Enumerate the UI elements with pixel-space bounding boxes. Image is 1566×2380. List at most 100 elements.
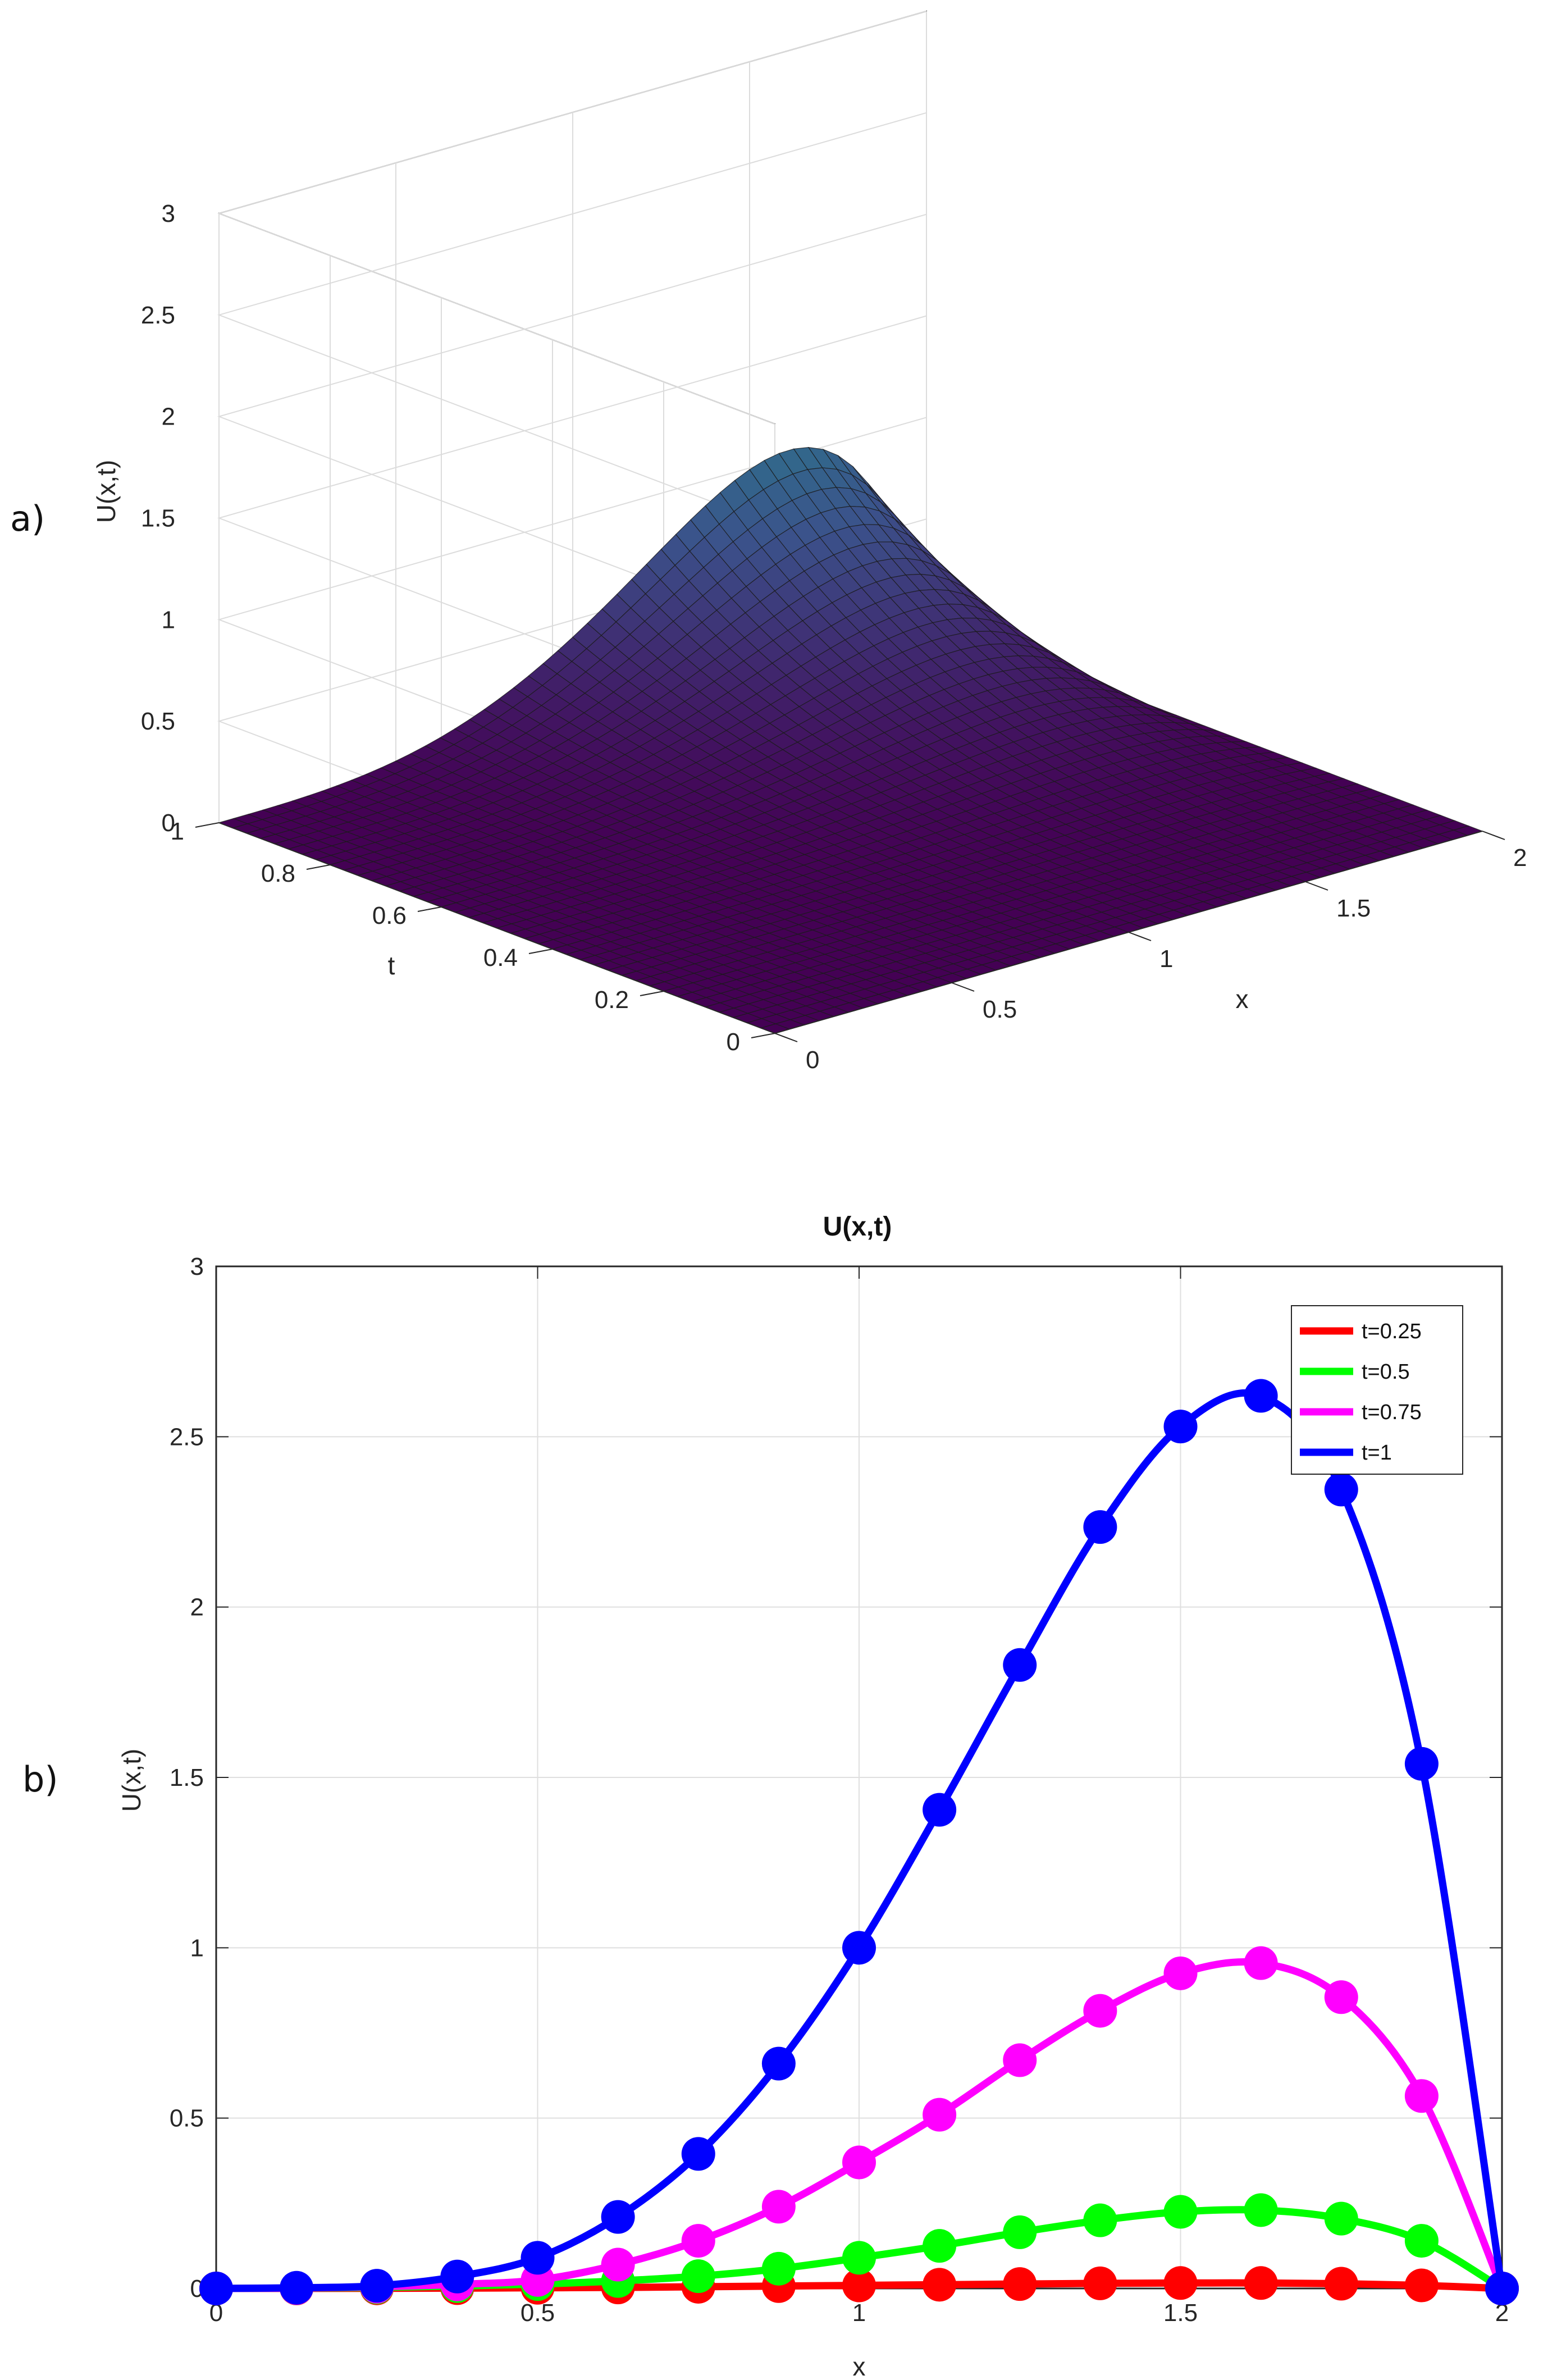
y-tick-label: 1.5 <box>170 1764 204 1791</box>
line-plot-series <box>199 1379 1519 2305</box>
surface-z-tick-label: 0.5 <box>141 708 175 735</box>
data-point <box>601 2247 635 2282</box>
legend-entry: t=1 <box>1300 1441 1392 1465</box>
data-point <box>1163 2195 1198 2229</box>
y-tick-label: 1 <box>190 1934 204 1962</box>
line-plot: U(x,t) 0 0.5 1 1.5 200.511.522.53 t=0.25t=0.… <box>117 1212 1519 2380</box>
surface-x-tick-label: 0.5 <box>983 996 1017 1023</box>
surface-z-tick-label: 1.5 <box>141 505 175 532</box>
legend-entries: t=0.25 t=0.5 t=0.75 t=1 <box>1300 1320 1422 1465</box>
data-point <box>601 2200 635 2234</box>
surface-t-tick <box>528 949 553 954</box>
data-point <box>1003 1648 1037 1682</box>
surface-x-tick-label: 2 <box>1513 844 1527 872</box>
surface-x-tick <box>1482 831 1505 840</box>
panel-label-a: a) <box>10 498 45 539</box>
data-point <box>1244 1946 1278 1980</box>
data-point <box>1324 1472 1358 1507</box>
surface-x-tick-label: 1 <box>1159 945 1173 973</box>
surface-z-tick-label: 2.5 <box>141 302 175 329</box>
y-tick-label: 2.5 <box>170 1423 204 1451</box>
data-point <box>1324 2201 1358 2236</box>
data-point <box>1244 1379 1278 1413</box>
data-point <box>761 2046 796 2081</box>
surface-t-tick-label: 0 <box>727 1028 740 1056</box>
data-point <box>199 2272 233 2305</box>
x-tick-label: 1.5 <box>1163 2299 1198 2327</box>
legend: t=0.25 t=0.5 t=0.75 t=1 <box>1291 1305 1463 1475</box>
data-point <box>681 2259 715 2294</box>
data-point <box>1003 2043 1037 2077</box>
surface-z-axis-label: U(x,t) <box>92 460 121 523</box>
data-point <box>842 1931 876 1965</box>
legend-entry: t=0.5 <box>1300 1360 1410 1384</box>
surface-z-tick-label: 1 <box>162 606 175 633</box>
data-point <box>923 2268 957 2302</box>
data-point <box>1244 2266 1278 2300</box>
surface-z-tick-label: 3 <box>162 200 175 227</box>
data-point <box>1083 2266 1117 2300</box>
data-point <box>1163 1410 1198 1444</box>
data-point <box>1083 2203 1117 2237</box>
line-plot-x-axis-label: x <box>853 2352 866 2380</box>
surface-t-tick-label: 0.6 <box>372 902 407 929</box>
surface-x-tick <box>774 1033 798 1042</box>
data-point <box>1404 1747 1439 1781</box>
surface-z-tick-label: 0 <box>162 809 175 837</box>
surface-t-tick <box>751 1033 775 1038</box>
data-point <box>681 2137 715 2171</box>
data-point <box>1003 2267 1037 2301</box>
series-line <box>216 1389 1506 2292</box>
data-point <box>842 2268 876 2303</box>
legend-entry: t=0.25 <box>1300 1320 1422 1343</box>
data-point <box>1404 2268 1439 2303</box>
surface-t-tick <box>417 906 442 912</box>
legend-label: t=0.5 <box>1362 1360 1410 1384</box>
data-point <box>1324 2267 1358 2301</box>
surface-ticks: 0 0.5 1 1.5 2 2.5 3 0 0.5 1 1.5 2 0 0.2 0.4 0.6 0.8 1 <box>141 200 1527 1074</box>
legend-label: t=1 <box>1362 1441 1392 1465</box>
surface-t-axis-label: t <box>388 951 395 980</box>
data-point <box>923 1793 957 1827</box>
line-plot-y-axis-label: U(x,t) <box>117 1749 146 1812</box>
y-tick-label: 2 <box>190 1594 204 1621</box>
legend-label: t=0.25 <box>1362 1320 1422 1343</box>
y-tick-label: 0.5 <box>170 2105 204 2132</box>
data-point <box>1163 2266 1198 2300</box>
surface-x-tick <box>951 982 975 992</box>
series-t=1 <box>199 1379 1519 2305</box>
data-point <box>1404 2079 1439 2113</box>
data-point <box>1163 1956 1198 1990</box>
surface-plot: 0 0.5 1 1.5 2 2.5 3 0 0.5 1 1.5 2 0 0.2 0.4 0.6 0.8 1 U(x… <box>92 10 1527 1074</box>
data-point <box>1324 1980 1358 2014</box>
surface-t-tick-label: 0.8 <box>261 860 295 887</box>
panel-label-b: b) <box>22 1759 58 1800</box>
data-point <box>842 2241 876 2275</box>
surface-x-tick <box>1128 932 1152 941</box>
x-tick-label: 1 <box>852 2299 866 2327</box>
line-plot-title: U(x,t) <box>823 1212 892 1242</box>
data-point <box>280 2270 314 2305</box>
surface-t-tick <box>640 991 664 996</box>
data-point <box>1083 1994 1117 2028</box>
data-point <box>923 2098 957 2132</box>
data-point <box>923 2229 957 2263</box>
legend-entry: t=0.75 <box>1300 1401 1422 1424</box>
surface-x-tick <box>1305 881 1328 891</box>
surface-x-axis-label: x <box>1236 984 1249 1014</box>
data-point <box>360 2269 394 2303</box>
surface-x-tick-label: 1.5 <box>1336 895 1371 922</box>
surface-t-tick-label: 0.2 <box>595 986 629 1014</box>
surface-t-axis-line <box>218 822 775 1034</box>
data-point <box>761 2251 796 2286</box>
surface-t-tick <box>195 822 220 828</box>
data-point <box>1485 2272 1519 2305</box>
data-point <box>1404 2224 1439 2258</box>
data-point <box>1244 2193 1278 2227</box>
surface-t-tick-label: 0.4 <box>483 944 518 972</box>
surface-t-tick <box>306 864 331 870</box>
legend-label: t=0.75 <box>1362 1401 1422 1424</box>
data-point <box>842 2145 876 2180</box>
data-point <box>440 2259 474 2294</box>
